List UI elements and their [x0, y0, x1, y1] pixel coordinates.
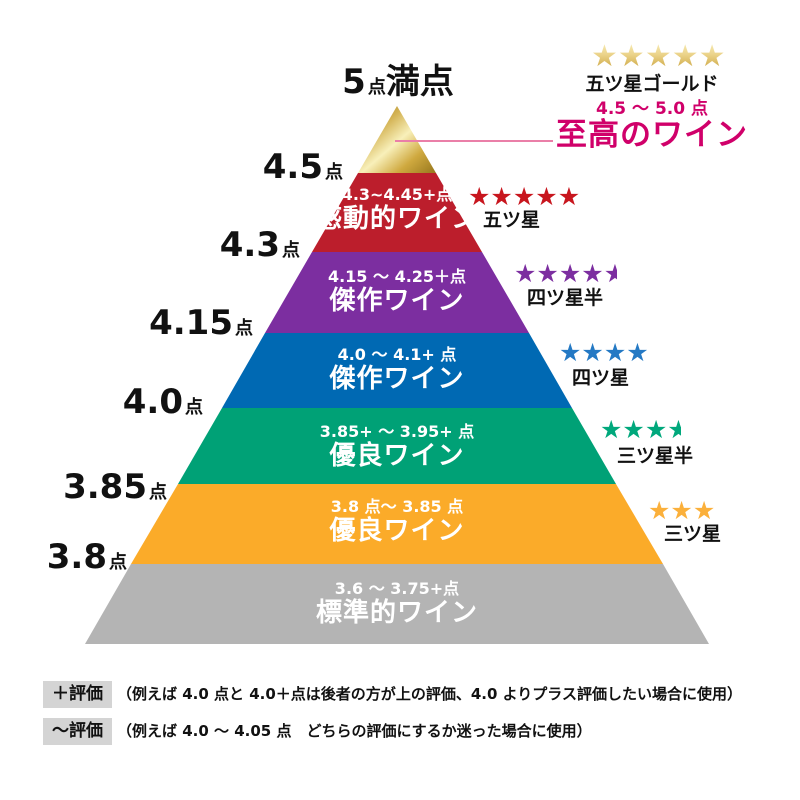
axis-max-unit: 点 — [367, 77, 386, 98]
tier-name: 傑作ワイン — [329, 286, 465, 316]
axis-label-3-85: 3.85 点 — [63, 469, 167, 511]
axis-value: 3.85 — [63, 467, 147, 507]
tier-standard-text: 3.6 ～ 3.75+点 標準的ワイン — [315, 579, 479, 629]
four-half-star-label: 四ツ星半 — [527, 287, 604, 309]
axis-max-suffix: 満点 — [385, 62, 454, 102]
tier-range: 4.0 ～ 4.1+ 点 — [337, 345, 457, 364]
axis-unit: 点 — [282, 240, 300, 261]
plus-rating-note: （例えば 4.0 点と 4.0＋点は後者の方が上の評価、4.0 よりプラス評価し… — [117, 685, 743, 703]
tier-kessaku-lower-text: 4.0 ～ 4.1+ 点 傑作ワイン — [329, 345, 465, 395]
supreme-range-label: 4.5 ～ 5.0 点 — [596, 99, 708, 119]
tier-range: 3.85+ ～ 3.95+ 点 — [319, 422, 475, 441]
axis-unit: 点 — [235, 318, 253, 339]
tier-yuryo-upper-text: 3.85+ ～ 3.95+ 点 優良ワイン — [319, 422, 475, 472]
supreme-name-label: 至高のワイン — [556, 117, 748, 153]
tier-standard-shape — [85, 564, 709, 644]
tier-name: 優良ワイン — [329, 516, 465, 546]
three-half-star-label: 三ツ星半 — [617, 445, 694, 467]
tier-name: 標準的ワイン — [315, 598, 479, 628]
three-star-icons: ★★★ — [648, 496, 716, 525]
axis-value: 4.5 — [262, 147, 323, 187]
plus-rating-badge: ＋評価 — [43, 681, 112, 708]
tier-kandoteki-shape — [312, 173, 482, 252]
tier-range: 3.6 ～ 3.75+点 — [334, 579, 460, 598]
four-star-icons: ★★★★ — [559, 338, 649, 367]
axis-unit: 点 — [185, 397, 203, 418]
tier-yuryo-lower-text: 3.8 点～ 3.85 点 優良ワイン — [329, 497, 465, 547]
axis-unit: 点 — [325, 162, 343, 183]
axis-label-4-15: 4.15 点 — [149, 305, 253, 347]
tier-range: 4.15 ～ 4.25＋点 — [327, 267, 467, 286]
tilde-rating-note: （例えば 4.0 ～ 4.05 点 どちらの評価にするか迷った場合に使用） — [117, 722, 592, 740]
four-half-star-icons: ★★★★★ — [514, 259, 618, 288]
axis-unit: 点 — [149, 482, 167, 503]
tier-range: 3.8 点～ 3.85 点 — [330, 497, 464, 516]
axis-label-max-score: 5 点満点 — [342, 64, 454, 106]
tier-range: 4.3~4.45+点 — [341, 185, 453, 204]
five-star-gold-icons: ★★★★★ — [591, 39, 726, 74]
axis-value: 4.15 — [149, 303, 233, 343]
axis-label-4-0: 4.0 点 — [123, 384, 203, 426]
axis-value: 3.8 — [46, 537, 107, 577]
tier-supreme-shape — [358, 106, 436, 173]
tier-kessaku-upper-text: 4.15 ～ 4.25＋点 傑作ワイン — [327, 267, 467, 317]
axis-max-value: 5 — [342, 62, 366, 102]
tier-yuryo-upper-shape — [178, 408, 616, 484]
tier-name: 傑作ワイン — [329, 364, 465, 394]
five-star-label: 五ツ星 — [483, 209, 541, 231]
tier-kessaku-upper-shape — [265, 252, 529, 333]
axis-value: 4.0 — [122, 382, 183, 422]
tilde-rating-badge: ～評価 — [43, 718, 112, 745]
tier-kessaku-lower-shape — [222, 333, 572, 408]
axis-label-3-8: 3.8 点 — [47, 539, 127, 581]
three-star-label: 三ツ星 — [664, 523, 722, 545]
five-star-gold-label: 五ツ星ゴールド — [585, 73, 719, 95]
tier-kandoteki-text: 4.3~4.45+点 感動的ワイン — [315, 185, 479, 235]
axis-unit: 点 — [109, 552, 127, 573]
five-star-icons: ★★★★★ — [468, 182, 581, 211]
tier-name: 感動的ワイン — [315, 204, 479, 234]
tier-yuryo-lower-shape — [131, 484, 663, 564]
four-star-label: 四ツ星 — [572, 367, 630, 389]
tier-name: 優良ワイン — [329, 441, 465, 471]
axis-value: 4.3 — [219, 225, 280, 265]
three-half-star-icons: ★★★★ — [600, 415, 682, 444]
axis-label-4-3: 4.3 点 — [220, 227, 300, 269]
axis-label-4-5: 4.5 点 — [263, 149, 343, 191]
